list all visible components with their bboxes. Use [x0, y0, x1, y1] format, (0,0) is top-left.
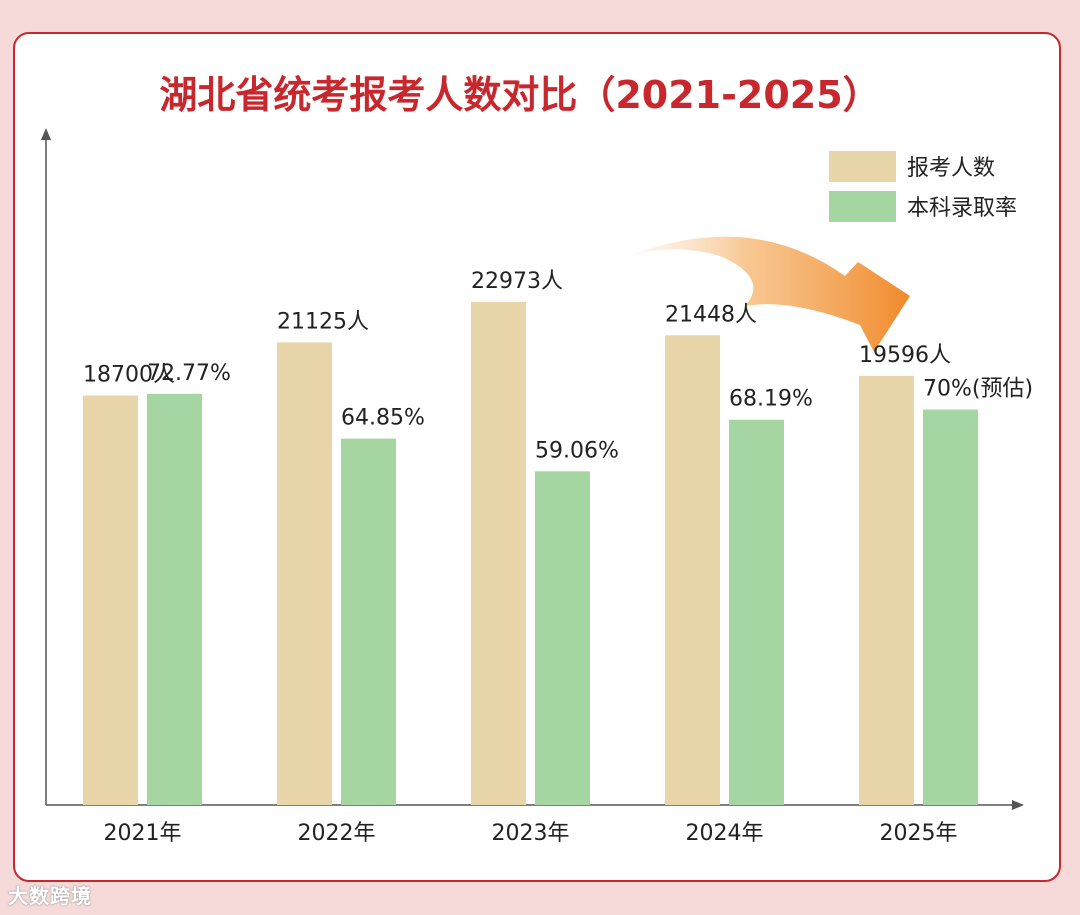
- x-tick-label: 2022年: [298, 821, 376, 846]
- bar-admission-rate-3: [535, 471, 590, 805]
- bar-applicants-2: [277, 342, 332, 805]
- x-tick-label: 2024年: [686, 821, 764, 846]
- trend-arrow-icon: [615, 236, 910, 352]
- bar-applicants-3: [471, 301, 526, 805]
- bar-applicants-5: [859, 375, 914, 805]
- data-label-admission-rate-2: 64.85%: [341, 406, 425, 431]
- y-axis-arrowhead: [41, 128, 51, 140]
- x-tick-labels: 2021年 2022年 2023年 2024年 2025年: [104, 821, 958, 846]
- bar-admission-rate-1: [147, 393, 202, 805]
- legend-swatch-1: [829, 151, 896, 182]
- x-tick-label: 2025年: [880, 821, 958, 846]
- data-label-admission-rate-1: 72.77%: [147, 361, 231, 386]
- data-label-applicants-3: 22973人: [471, 269, 563, 294]
- legend-label-2: 本科录取率: [907, 196, 1017, 221]
- bar-admission-rate-2: [341, 438, 396, 805]
- x-tick-label: 2023年: [492, 821, 570, 846]
- bar-applicants-4: [665, 335, 720, 805]
- data-label-applicants-4: 21448人: [665, 302, 757, 327]
- chart-title: 湖北省统考报考人数对比（2021-2025）: [159, 73, 880, 117]
- data-label-admission-rate-5: 70%(预估): [923, 377, 1033, 402]
- data-label-applicants-5: 19596人: [859, 343, 951, 368]
- legend-label-1: 报考人数: [907, 156, 995, 181]
- bar-admission-rate-5: [923, 409, 978, 805]
- data-label-admission-rate-3: 59.06%: [535, 438, 619, 463]
- data-label-applicants-2: 21125人: [277, 309, 369, 334]
- x-tick-label: 2021年: [104, 821, 182, 846]
- bar-admission-rate-4: [729, 419, 784, 805]
- x-axis-arrowhead: [1012, 800, 1024, 810]
- bar-applicants-1: [83, 395, 138, 805]
- data-label-admission-rate-4: 68.19%: [729, 387, 813, 412]
- watermark: 大数跨境: [8, 884, 92, 908]
- legend-swatch-2: [829, 191, 896, 222]
- data-label-applicants-1: 18700人: [83, 362, 175, 387]
